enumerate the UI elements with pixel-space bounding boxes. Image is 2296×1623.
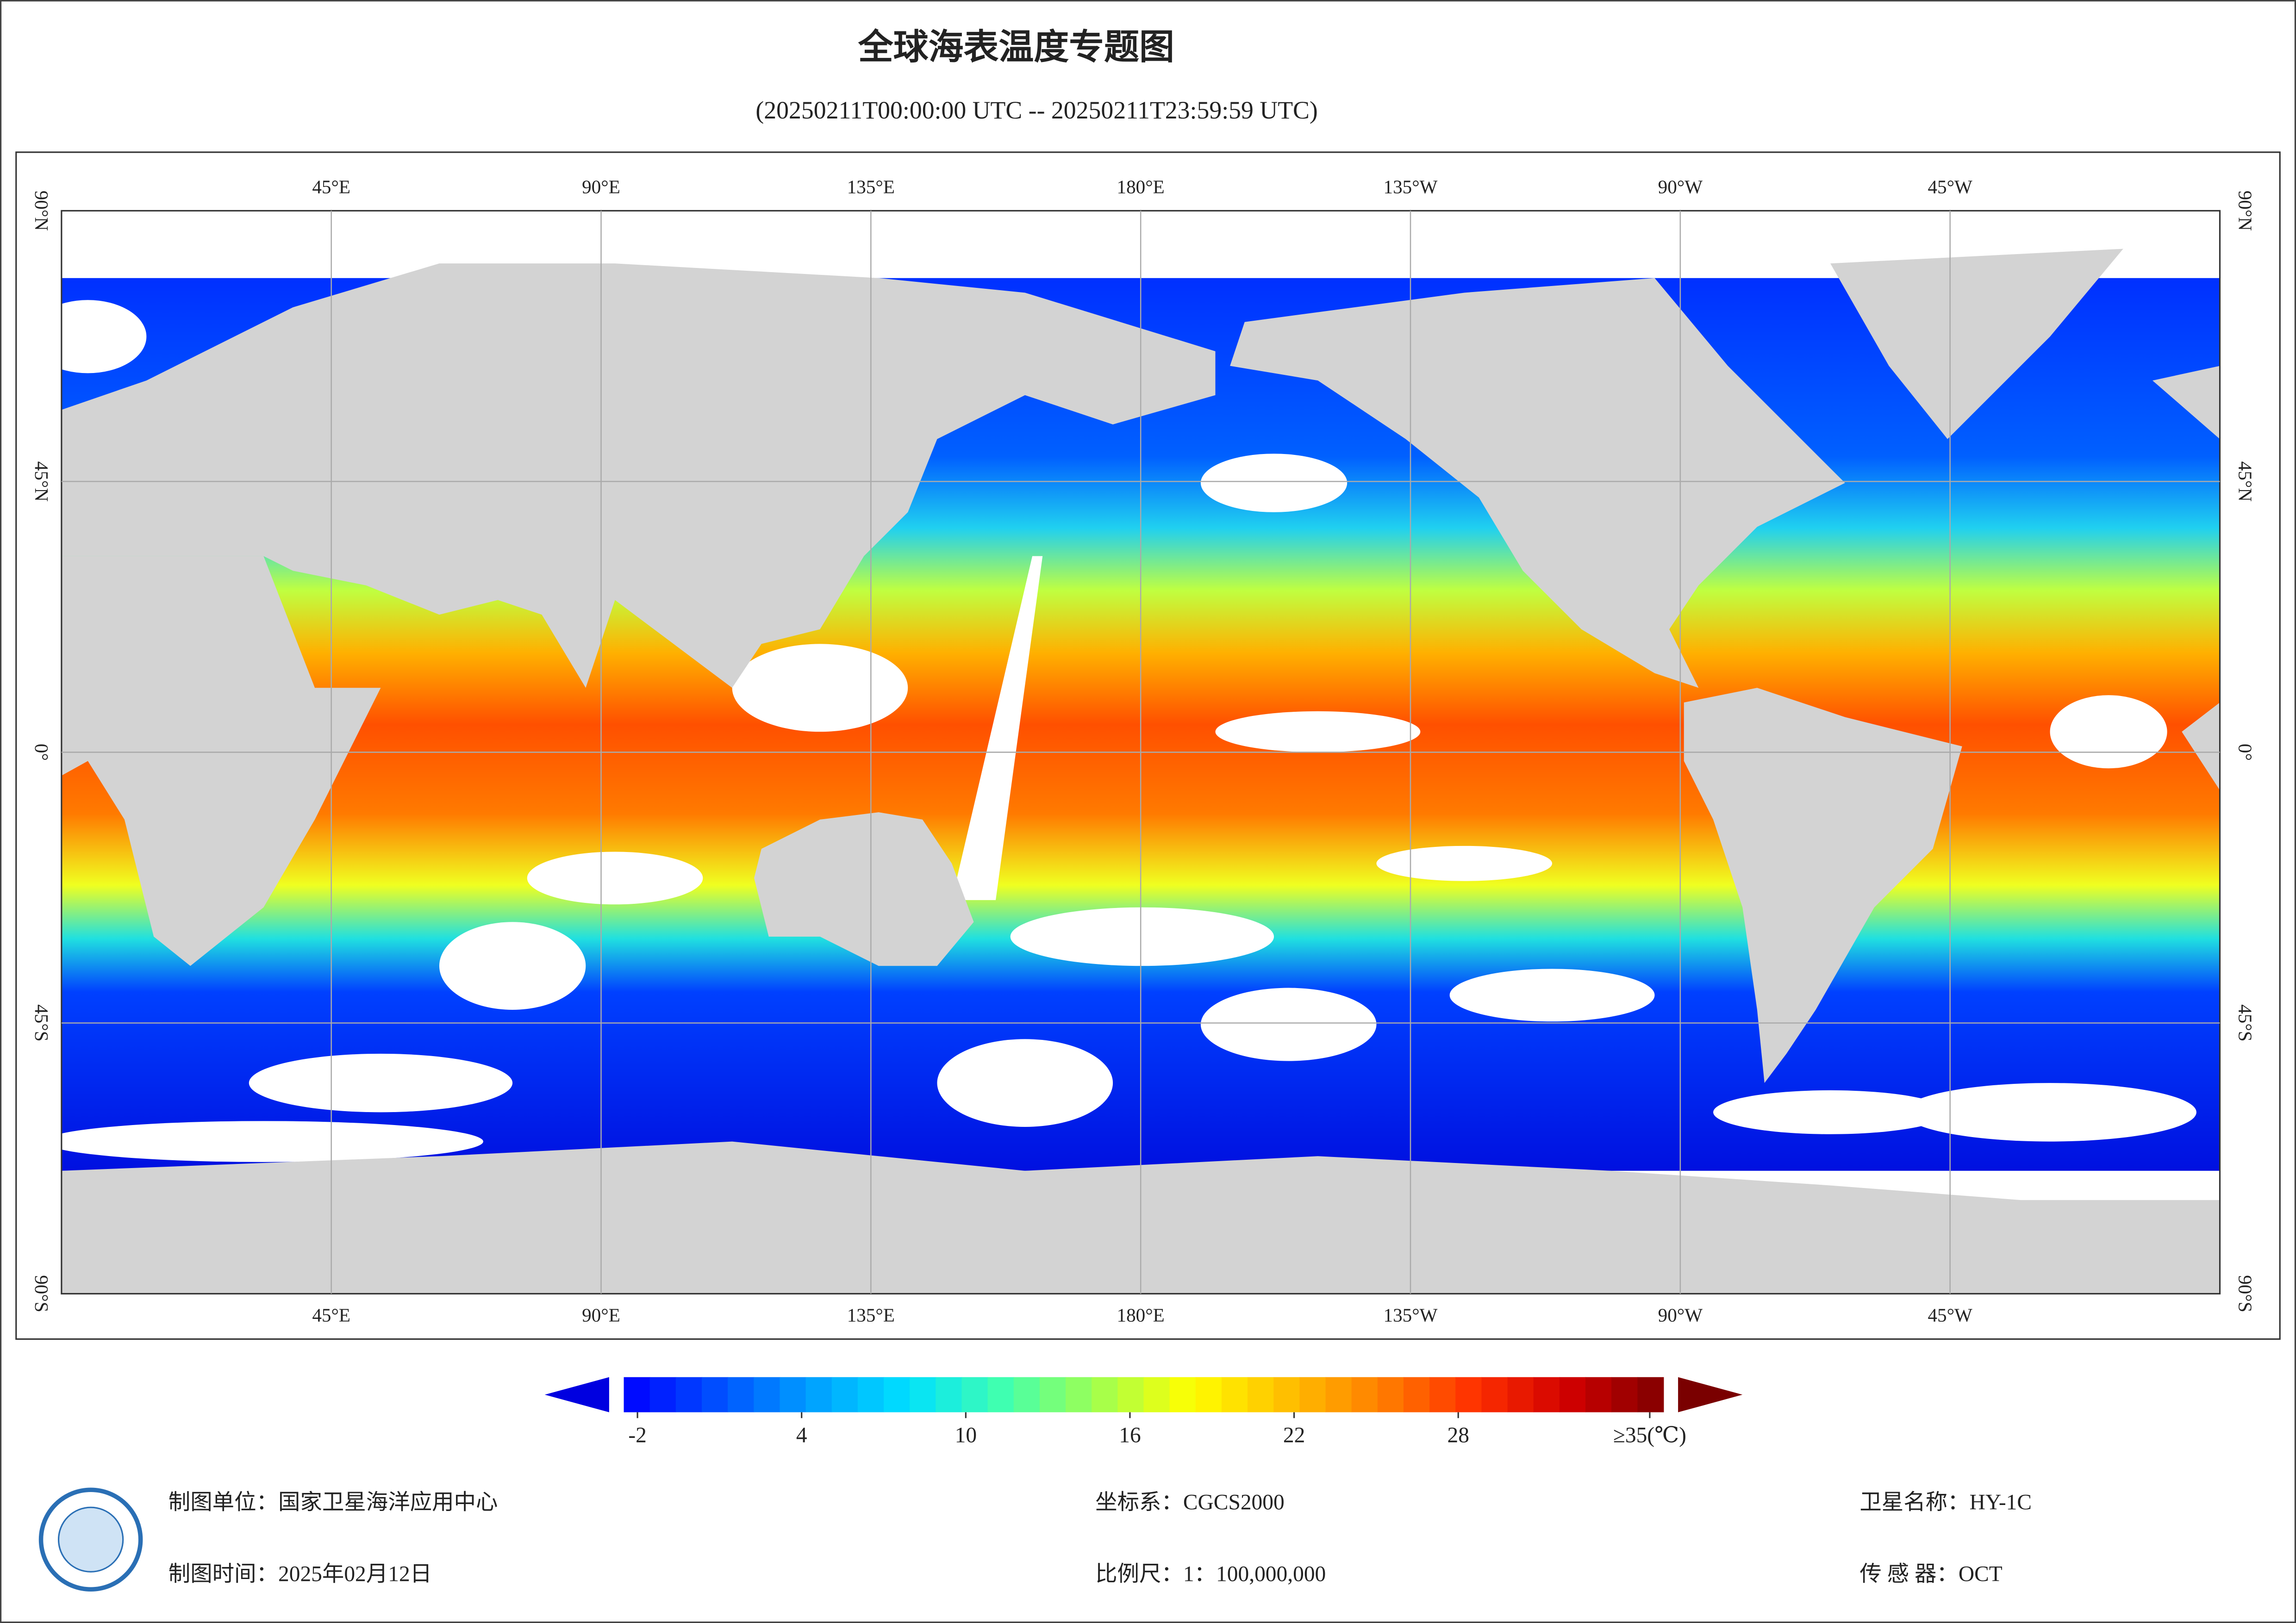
lon-label-top: 135°W (1384, 176, 1438, 197)
colorbar-step (1248, 1377, 1274, 1412)
lat-label-right: 0° (2235, 744, 2256, 761)
lon-label-bottom: 135°W (1384, 1305, 1438, 1326)
map-frame (15, 151, 2281, 1340)
lon-label-bottom: 90°E (582, 1305, 620, 1326)
footer-unit: 制图单位：国家卫星海洋应用中心 (168, 1491, 498, 1515)
colorbar-step (831, 1377, 858, 1412)
footer-sensor: 传 感 器：OCT (1859, 1562, 2002, 1586)
lat-label-left: 0° (31, 744, 52, 761)
colorbar-step (675, 1377, 702, 1412)
colorbar-step (884, 1377, 911, 1412)
footer: 制图单位：国家卫星海洋应用中心 制图时间：2025年02月12日 坐标系：CGC… (38, 1487, 2032, 1592)
footer-satellite: 卫星名称：HY-1C (1859, 1491, 2032, 1515)
map (61, 211, 2220, 1294)
colorbar-step (1637, 1377, 1664, 1412)
colorbar-step (1507, 1377, 1534, 1412)
colorbar-tick-label: 16 (1119, 1423, 1141, 1447)
lat-label-left: 90°S (31, 1275, 52, 1312)
footer-date: 制图时间：2025年02月12日 (168, 1562, 432, 1586)
footer-crs: 坐标系：CGCS2000 (1095, 1491, 1285, 1515)
lon-label-top: 90°W (1658, 176, 1703, 197)
colorbar-tick-label: 4 (796, 1423, 807, 1447)
colorbar-tick-label: 28 (1447, 1423, 1469, 1447)
colorbar-step (1403, 1377, 1430, 1412)
colorbar-step (857, 1377, 884, 1412)
lat-label-right: 90°S (2235, 1275, 2256, 1312)
subtitle: (20250211T00:00:00 UTC -- 20250211T23:59… (755, 96, 1317, 124)
lat-label-left: 90°N (31, 191, 52, 231)
colorbar-step (936, 1377, 962, 1412)
colorbar-step (1377, 1377, 1404, 1412)
colorbar-tick-label: 10 (955, 1423, 977, 1447)
colorbar-step (754, 1377, 780, 1412)
colorbar-step (987, 1377, 1014, 1412)
footer-scale: 比例尺：1：100,000,000 (1095, 1562, 1326, 1586)
colorbar-step (780, 1377, 806, 1412)
colorbar-step (1143, 1377, 1170, 1412)
colorbar-step (910, 1377, 936, 1412)
title: 全球海表温度专题图 (858, 28, 1174, 67)
colorbar-step (1039, 1377, 1067, 1412)
colorbar-step (1013, 1377, 1040, 1412)
colorbar-step (805, 1377, 832, 1412)
lon-label-bottom: 45°W (1928, 1305, 1972, 1326)
colorbar-step (1066, 1377, 1092, 1412)
lon-label-bottom: 135°E (847, 1305, 895, 1326)
colorbar-step (1117, 1377, 1144, 1412)
lon-label-top: 135°E (847, 176, 895, 197)
lon-label-top: 45°W (1928, 176, 1972, 197)
colorbar-step (701, 1377, 729, 1412)
colorbar-over (1678, 1377, 1743, 1412)
colorbar-under (544, 1377, 609, 1412)
colorbar: -2 4 10 16 22 28 ≥35(℃) (544, 1377, 1743, 1447)
lon-label-bottom: 90°W (1658, 1305, 1703, 1326)
lat-label-right: 45°N (2235, 461, 2256, 502)
lat-label-right: 45°S (2235, 1004, 2256, 1041)
colorbar-step (649, 1377, 676, 1412)
colorbar-step (728, 1377, 755, 1412)
colorbar-step (1429, 1377, 1456, 1412)
lat-label-left: 45°N (31, 461, 52, 502)
colorbar-step (1221, 1377, 1248, 1412)
graticule: 45°E 45°E 90°E 90°E 135°E 135°E 180°E 180°E 135°… (31, 176, 2256, 1325)
colorbar-step (961, 1377, 988, 1412)
colorbar-step (1092, 1377, 1118, 1412)
colorbar-step (624, 1377, 650, 1412)
lon-label-top: 90°E (582, 176, 620, 197)
colorbar-step (1351, 1377, 1378, 1412)
lat-label-right: 90°N (2235, 191, 2256, 231)
lon-label-top: 45°E (312, 176, 350, 197)
colorbar-tick-label: 22 (1283, 1423, 1305, 1447)
clouds (61, 300, 2196, 1162)
colorbar-step (1559, 1377, 1586, 1412)
logo-inner (57, 1506, 124, 1573)
lon-label-bottom: 45°E (312, 1305, 350, 1326)
colorbar-tick-label: ≥35(℃) (1613, 1423, 1686, 1447)
colorbar-step (1611, 1377, 1638, 1412)
lon-label-bottom: 180°E (1117, 1305, 1165, 1326)
colorbar-step (1533, 1377, 1560, 1412)
colorbar-step (1585, 1377, 1612, 1412)
colorbar-step (1299, 1377, 1326, 1412)
colorbar-step (1273, 1377, 1300, 1412)
colorbar-step (1481, 1377, 1508, 1412)
colorbar-step (1455, 1377, 1482, 1412)
colorbar-step (1169, 1377, 1196, 1412)
colorbar-step (1195, 1377, 1222, 1412)
lon-label-top: 180°E (1117, 176, 1165, 197)
colorbar-step (1325, 1377, 1352, 1412)
lat-label-left: 45°S (31, 1004, 52, 1041)
colorbar-tick-label: -2 (628, 1423, 647, 1447)
